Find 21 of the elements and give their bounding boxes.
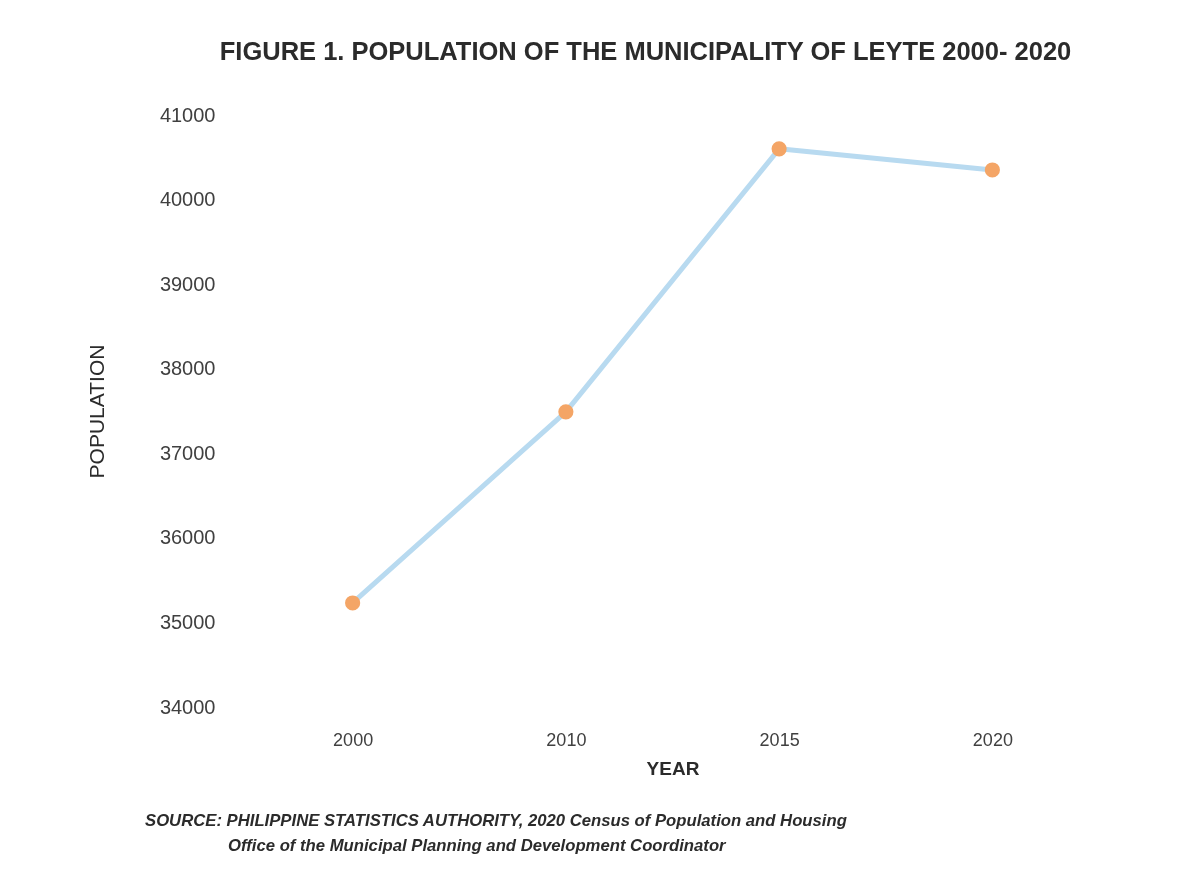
chart-title: FIGURE 1. POPULATION OF THE MUNICIPALITY OF LEYTE 2000- 2020: [219, 36, 1072, 65]
y-tick-label: 34000: [159, 695, 216, 718]
y-tick-label: 41000: [159, 103, 216, 126]
point: [558, 404, 574, 420]
y-tick-label: 36000: [159, 526, 216, 549]
y-tick-label: 38000: [159, 357, 216, 380]
point: [771, 141, 787, 157]
x-tick-label: 2010: [546, 729, 587, 750]
y-tick-label: 40000: [159, 188, 216, 211]
y-tick-label: 35000: [159, 610, 216, 633]
text: Office of the Municipal Planning and Development Coordinator: [228, 836, 728, 855]
x-axis-title: YEAR: [646, 757, 700, 779]
x-tick-label: 2000: [333, 729, 374, 750]
x-tick-label: 2015: [759, 729, 800, 750]
point: [345, 595, 361, 611]
y-tick-label: 37000: [159, 441, 216, 464]
point: [984, 162, 1000, 178]
source-note: SOURCE: PHILIPPINE STATISTICS AUTHORITY, 2020 Census of Population and Housing: [145, 811, 847, 830]
y-tick-label: 39000: [159, 272, 216, 295]
x-tick-label: 2020: [972, 729, 1013, 750]
y-axis-title: POPULATION: [84, 344, 108, 479]
